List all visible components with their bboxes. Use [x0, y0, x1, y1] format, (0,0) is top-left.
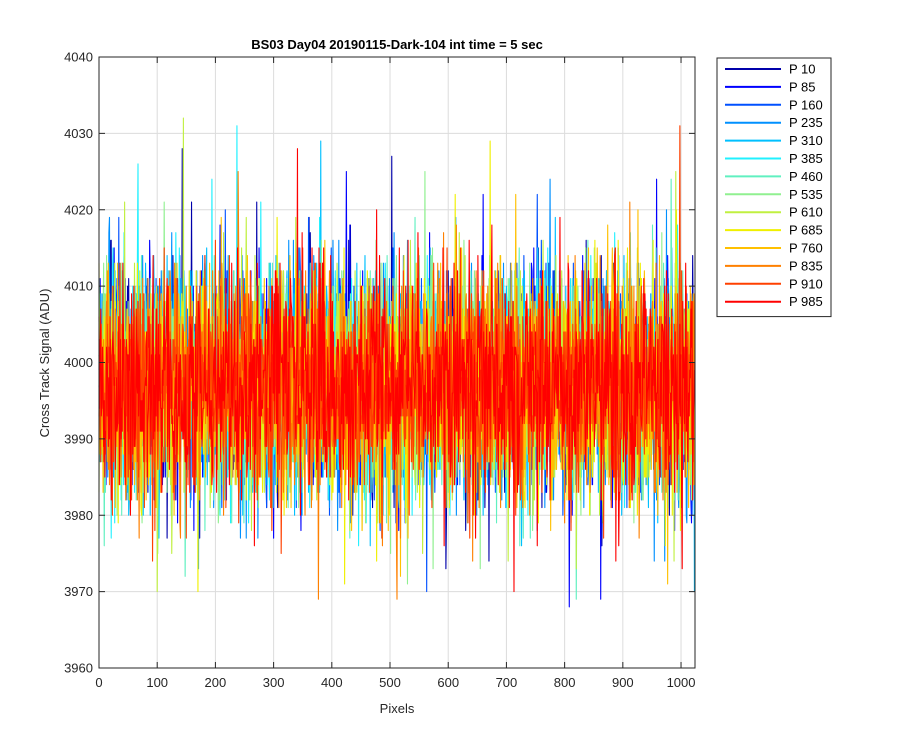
chart-title: BS03 Day04 20190115-Dark-104 int time = …: [251, 37, 543, 52]
x-tick-label: 100: [146, 675, 168, 690]
legend-label: P 235: [789, 115, 823, 130]
y-tick-label: 3960: [64, 661, 93, 676]
y-tick-label: 4040: [64, 50, 93, 65]
y-tick-label: 4030: [64, 126, 93, 141]
y-tick-label: 3980: [64, 508, 93, 523]
axes: 0 100 200 300 400 500 600 700 800 900 1000 3960 3970…: [64, 50, 696, 690]
y-tick-label: 4000: [64, 355, 93, 370]
y-tick-label: 3970: [64, 584, 93, 599]
legend-label: P 760: [789, 241, 823, 256]
legend-label: P 685: [789, 223, 823, 238]
y-axis-label: Cross Track Signal (ADU): [37, 289, 52, 438]
y-tick-label: 4020: [64, 202, 93, 217]
x-tick-label: 800: [554, 675, 576, 690]
x-tick-label: 900: [612, 675, 634, 690]
x-tick-label: 300: [263, 675, 285, 690]
legend: P 10 P 85 P 160 P 235 P 310 P 385 P 460 P 535 P …: [716, 57, 832, 318]
legend-label: P 535: [789, 187, 823, 202]
y-tick-label: 3990: [64, 431, 93, 446]
legend-label: P 835: [789, 258, 823, 273]
legend-label: P 310: [789, 133, 823, 148]
series-lines: [98, 117, 695, 608]
x-tick-label: 0: [95, 675, 102, 690]
legend-label: P 385: [789, 151, 823, 166]
x-tick-label: 1000: [667, 675, 696, 690]
legend-label: P 460: [789, 169, 823, 184]
x-tick-label: 700: [496, 675, 518, 690]
series-line: [98, 148, 695, 593]
legend-box: [716, 57, 832, 318]
legend-label: P 985: [789, 294, 823, 309]
legend-label: P 85: [789, 79, 816, 94]
x-axis-label: Pixels: [380, 701, 415, 716]
x-tick-label: 200: [205, 675, 227, 690]
x-tick-label: 500: [379, 675, 401, 690]
y-tick-label: 4010: [64, 279, 93, 294]
x-tick-label: 400: [321, 675, 343, 690]
legend-label: P 610: [789, 205, 823, 220]
x-tick-label: 600: [437, 675, 459, 690]
legend-label: P 10: [789, 62, 816, 77]
legend-label: P 160: [789, 97, 823, 112]
legend-label: P 910: [789, 276, 823, 291]
